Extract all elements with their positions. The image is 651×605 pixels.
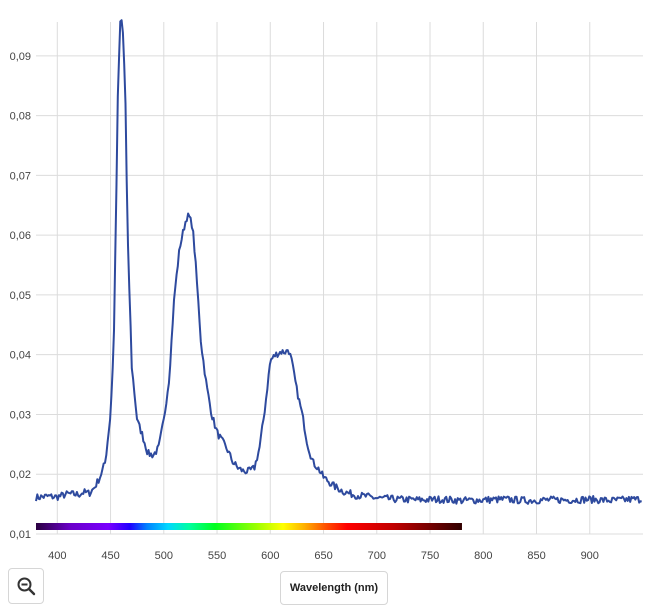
x-tick-label: 750 xyxy=(421,550,439,562)
y-tick-label: 0,01 xyxy=(10,529,31,541)
x-tick-label: 500 xyxy=(155,550,173,562)
x-tick-label: 900 xyxy=(581,550,599,562)
y-tick-label: 0,02 xyxy=(10,469,31,481)
y-tick-label: 0,03 xyxy=(10,409,31,421)
zoom-out-icon xyxy=(17,577,36,596)
y-tick-label: 0,08 xyxy=(10,111,31,123)
x-tick-label: 400 xyxy=(48,550,66,562)
x-axis-label: Wavelength (nm) xyxy=(280,571,388,605)
y-tick-label: 0,06 xyxy=(10,230,31,242)
x-tick-label: 450 xyxy=(101,550,119,562)
x-tick-label: 700 xyxy=(368,550,386,562)
y-axis-ticks: 0,01 0,02 0,03 0,04 0,05 0,06 0,07 0,08 0,09 xyxy=(10,51,31,541)
y-tick-label: 0,07 xyxy=(10,170,31,182)
y-tick-label: 0,05 xyxy=(10,290,31,302)
x-tick-label: 550 xyxy=(208,550,226,562)
visible-spectrum-bar xyxy=(36,523,462,530)
spectrum-series-line xyxy=(35,19,642,505)
zoom-out-button[interactable] xyxy=(8,568,44,604)
x-axis-ticks: 400 450 500 550 600 650 700 750 800 850 900 xyxy=(48,550,599,562)
grid-lines xyxy=(36,22,643,535)
y-tick-label: 0,09 xyxy=(10,51,31,63)
x-tick-label: 850 xyxy=(527,550,545,562)
x-tick-label: 800 xyxy=(474,550,492,562)
x-tick-label: 600 xyxy=(261,550,279,562)
x-tick-label: 650 xyxy=(314,550,332,562)
y-tick-label: 0,04 xyxy=(10,350,31,362)
